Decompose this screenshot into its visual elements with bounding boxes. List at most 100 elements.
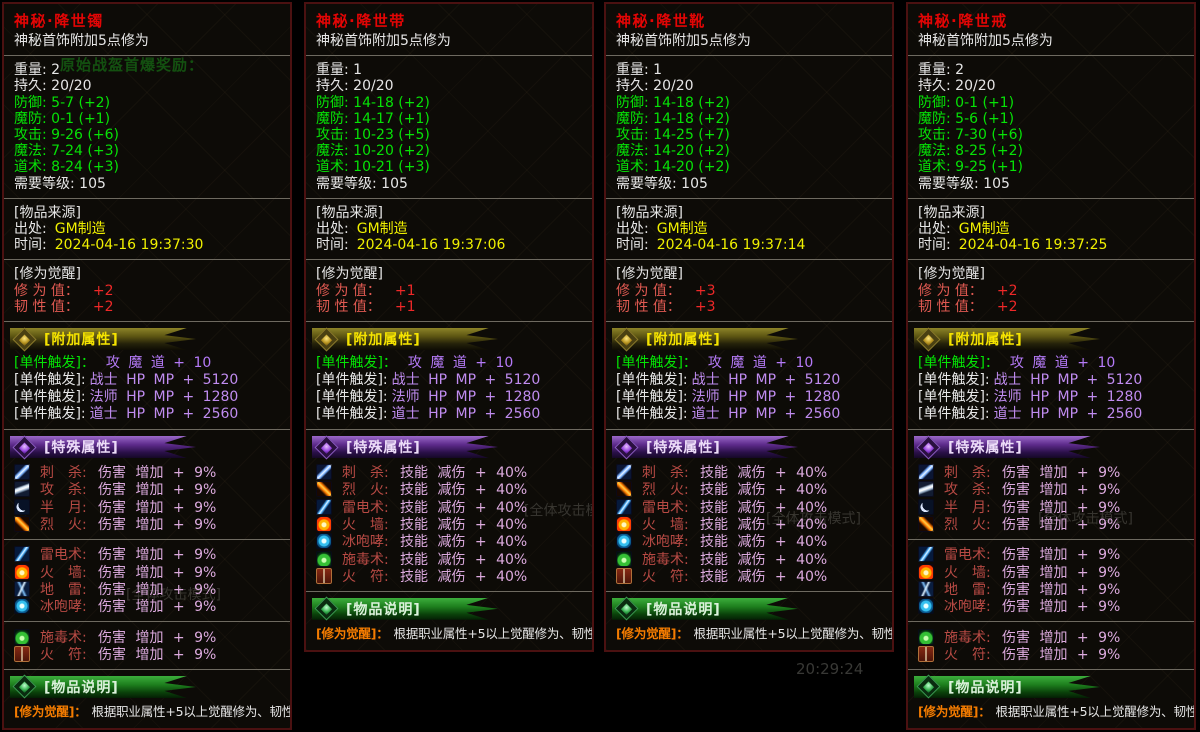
desc-banner-label: [物品说明] — [948, 679, 1023, 696]
stat-label: 魔法 — [316, 143, 353, 159]
trigger-label: [单件触发]: — [616, 406, 688, 423]
skill-value: 伤害 增加 + 9% — [1002, 629, 1121, 646]
trigger-value: 法师 HP MP + 1280 — [89, 389, 239, 406]
skill-value: 技能 减伤 + 40% — [400, 499, 528, 516]
stat-row: 持久20/20 — [14, 78, 280, 94]
fire-talisman-icon — [918, 646, 934, 663]
skill-row: 半 月伤害 增加 + 9% — [918, 498, 1184, 516]
skill-name: 刺 杀 — [944, 462, 1002, 482]
special-banner: [特殊属性] — [312, 435, 498, 460]
stat-row: 魔法14-20 (+2) — [616, 143, 882, 159]
stat-row: 魔防14-18 (+2) — [616, 111, 882, 127]
skill-name: 烈 火 — [342, 479, 400, 499]
stat-label: 防御 — [616, 95, 653, 111]
skill-name: 雷电术 — [342, 497, 400, 517]
awaken-row: 韧 性 值： +2 — [918, 299, 1184, 315]
trigger-row: [单件触发]: 道士 HP MP + 2560 — [918, 406, 1184, 423]
trigger-label: [单件触发]: — [918, 389, 990, 406]
stat-row: 魔防0-1 (+1) — [14, 111, 280, 127]
skill-row: 冰咆哮伤害 增加 + 9% — [14, 598, 280, 615]
skill-row: 火 符伤害 增加 + 9% — [14, 646, 280, 663]
stat-value: 14-20 (+2) — [653, 159, 730, 176]
skill-row: 施毒术技能 减伤 + 40% — [316, 549, 582, 569]
trigger-value: 道士 HP MP + 2560 — [691, 406, 841, 423]
skill-row: 火 符伤害 增加 + 9% — [918, 646, 1184, 663]
trigger-row: [单件触发]： 攻 魔 道 + 10 — [616, 355, 882, 372]
awaken-label: 韧 性 值： — [918, 298, 983, 315]
purple-banner-band — [914, 436, 1100, 459]
stab-sword-icon — [14, 463, 30, 480]
awaken-header: [修为觉醒] — [14, 266, 81, 283]
skill-row: 雷电术技能 减伤 + 40% — [316, 497, 582, 517]
skill-row: 刺 杀伤害 增加 + 9% — [918, 462, 1184, 482]
stat-value: 8-25 (+2) — [955, 143, 1023, 160]
stat-value: 20/20 — [51, 78, 92, 95]
awaken-label: 修 为 值： — [616, 282, 681, 299]
stat-value: 20/20 — [353, 78, 394, 95]
stat-row: 需要等级105 — [316, 176, 582, 192]
stat-label: 魔法 — [918, 143, 955, 159]
awaken-header: [修为觉醒] — [616, 266, 683, 283]
skill-value: 技能 减伤 + 40% — [400, 534, 528, 551]
skill-name: 火 墙 — [944, 562, 1002, 582]
skill-name: 雷电术 — [944, 544, 1002, 564]
fire-talisman-icon — [316, 568, 332, 585]
trigger-value: 战士 HP MP + 5120 — [691, 372, 841, 389]
description-text: 根据职业属性+5以上觉醒修为、韧性 — [693, 625, 894, 641]
diamond-icon-core — [620, 603, 633, 615]
poison-icon — [14, 628, 30, 645]
source-time-row: 时间: 2024-04-16 19:37:14 — [616, 237, 882, 253]
skill-value: 技能 减伤 + 40% — [700, 534, 828, 551]
awaken-header: [修为觉醒] — [316, 266, 383, 283]
stat-row: 持久20/20 — [918, 78, 1184, 94]
fire-wall-icon — [616, 515, 632, 532]
awaken-value: +2 — [92, 298, 114, 315]
separator-line — [908, 538, 1194, 540]
fire-talisman-icon — [14, 646, 30, 663]
trigger-value: 战士 HP MP + 5120 — [993, 372, 1143, 389]
skill-value: 伤害 增加 + 9% — [98, 516, 217, 533]
skill-value: 伤害 增加 + 9% — [1002, 464, 1121, 481]
addon-banner: [附加属性] — [10, 327, 196, 352]
separator-line — [606, 197, 892, 199]
skill-name: 刺 杀 — [40, 462, 98, 482]
skill-value: 伤害 增加 + 9% — [98, 464, 217, 481]
skill-row: 冰咆哮伤害 增加 + 9% — [918, 598, 1184, 615]
skill-value: 技能 减伤 + 40% — [400, 482, 528, 499]
awaken-value: +1 — [394, 298, 416, 315]
skill-name: 施毒术 — [342, 549, 400, 569]
source-header: [物品来源] — [316, 204, 383, 221]
ice-roar-icon — [918, 598, 934, 615]
lightning-icon — [316, 498, 332, 515]
item-tooltip-panel: 原始战盔首爆奖励：[全体攻击模式]神秘·降世镯神秘首饰附加5点修为重量2持久20… — [2, 2, 292, 730]
skill-value: 伤害 增加 + 9% — [98, 482, 217, 499]
poison-icon — [316, 550, 332, 567]
stat-label: 魔防 — [918, 111, 955, 127]
description-label: [修为觉醒]： — [316, 625, 389, 641]
skill-value: 伤害 增加 + 9% — [1002, 547, 1121, 564]
trigger-value: 道士 HP MP + 2560 — [993, 406, 1143, 423]
desc-banner: [物品说明] — [10, 674, 196, 699]
fire-sword-icon — [316, 481, 332, 498]
skill-name: 冰咆哮 — [944, 596, 1002, 616]
stat-value: 0-1 (+1) — [51, 110, 111, 127]
stat-label: 需要等级 — [316, 176, 381, 192]
stat-row: 持久20/20 — [616, 78, 882, 94]
skill-name: 地 雷 — [944, 579, 1002, 599]
trigger-row: [单件触发]: 道士 HP MP + 2560 — [316, 406, 582, 423]
trigger-value: 攻 魔 道 + 10 — [995, 355, 1116, 372]
separator-line — [606, 55, 892, 57]
purple-banner-band — [612, 436, 798, 459]
separator-line — [306, 321, 592, 323]
skill-row: 地 雷伤害 增加 + 9% — [918, 579, 1184, 599]
skill-value: 伤害 增加 + 9% — [98, 599, 217, 616]
skill-name: 烈 火 — [40, 514, 98, 534]
skill-value: 技能 减伤 + 40% — [400, 551, 528, 568]
skill-row: 烈 火伤害 增加 + 9% — [918, 514, 1184, 534]
skill-name: 烈 火 — [944, 514, 1002, 534]
fire-sword-icon — [616, 481, 632, 498]
lightning-icon — [918, 546, 934, 563]
skill-row: 刺 杀技能 减伤 + 40% — [616, 463, 882, 481]
stat-value: 105 — [381, 175, 408, 192]
awaken-row: 修 为 值： +3 — [616, 283, 882, 299]
